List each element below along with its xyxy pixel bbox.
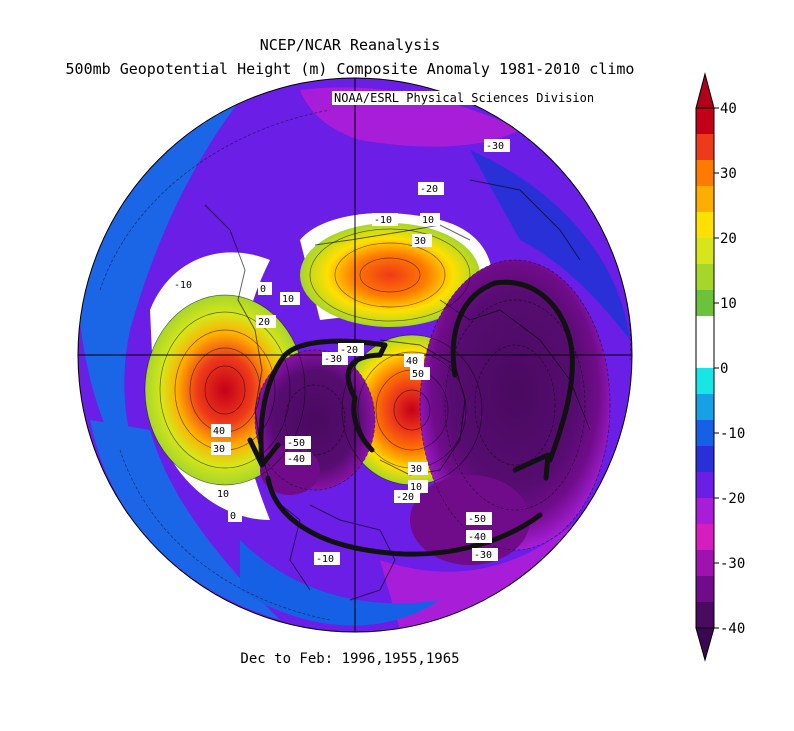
- colorbar: 40 30 20 10 0 -10 -20 -30 -40: [695, 72, 745, 662]
- contour-label: -10: [174, 280, 192, 291]
- colorbar-band: [696, 550, 714, 577]
- colorbar-tick-label: -30: [720, 556, 745, 572]
- colorbar-band: [696, 446, 714, 473]
- contour-label: -50: [468, 514, 486, 525]
- contour-label: 30: [414, 236, 426, 247]
- arrowhead-east-icon: [512, 452, 551, 481]
- colorbar-max-arrow-icon: [695, 72, 715, 109]
- contour-label: 0: [230, 511, 236, 522]
- contour-label: -40: [287, 454, 305, 465]
- arrow-path-west: [258, 338, 388, 465]
- title-line-2: 500mb Geopotential Height (m) Composite …: [65, 60, 635, 78]
- colorbar-band: [696, 498, 714, 525]
- contour-label: -30: [324, 354, 342, 365]
- credit-label: NOAA/ESRL Physical Sciences Division: [332, 91, 597, 105]
- contour-label: 0: [260, 284, 266, 295]
- contour-label: -10: [374, 215, 392, 226]
- contour-label: -20: [396, 492, 414, 503]
- colorbar-tick-label: 10: [720, 296, 737, 312]
- contour-labels: -30 -20 -10 10 30 -10 0 10 20 -20 -30 40…: [172, 139, 510, 565]
- arrowhead-west-icon: [247, 437, 281, 468]
- contour-label: 30: [410, 464, 422, 475]
- contour-label: 30: [213, 444, 225, 455]
- contour-label: 10: [282, 294, 294, 305]
- colorbar-band: [696, 420, 714, 447]
- colorbar-band: [696, 290, 714, 317]
- colorbar-band: [696, 524, 714, 551]
- contour-label: -30: [474, 550, 492, 561]
- colorbar-tick-label: 20: [720, 231, 737, 247]
- arrow-path-south: [265, 475, 543, 557]
- contour-label: -10: [316, 554, 334, 565]
- date-caption: Dec to Feb: 1996,1955,1965: [240, 651, 460, 667]
- colorbar-band: [696, 238, 714, 265]
- colorbar-tick-label: 40: [720, 101, 737, 117]
- colorbar-band: [696, 108, 714, 135]
- colorbar-band: [696, 212, 714, 239]
- colorbar-tick-label: 30: [720, 166, 737, 182]
- colorbar-tick-label: -10: [720, 426, 745, 442]
- contour-label: 40: [406, 356, 418, 367]
- contour-label: -30: [486, 141, 504, 152]
- colorbar-band: [696, 342, 714, 369]
- title-line-1: NCEP/NCAR Reanalysis: [259, 36, 441, 54]
- contour-label: 10: [410, 482, 422, 493]
- flow-arrows: [247, 279, 575, 557]
- colorbar-band: [696, 160, 714, 187]
- colorbar-min-arrow-icon: [695, 627, 715, 662]
- contour-label: 50: [412, 369, 424, 380]
- contour-label: 20: [258, 317, 270, 328]
- colorbar-band: [696, 472, 714, 499]
- contour-label: -20: [420, 184, 438, 195]
- colorbar-band: [696, 134, 714, 161]
- contour-label: -50: [287, 438, 305, 449]
- colorbar-band: [696, 264, 714, 291]
- colorbar-band: [696, 316, 714, 343]
- contour-label: -40: [468, 532, 486, 543]
- contour-label: 40: [213, 426, 225, 437]
- contour-label: 10: [422, 215, 434, 226]
- colorbar-band: [696, 602, 714, 629]
- colorbar-tick-label: 0: [720, 361, 728, 377]
- colorbar-band: [696, 368, 714, 395]
- colorbar-tick-label: -20: [720, 491, 745, 507]
- arrow-path-east: [450, 279, 575, 463]
- colorbar-tick-label: -40: [720, 621, 745, 637]
- contour-label: 10: [217, 489, 229, 500]
- contour-label: -20: [340, 345, 358, 356]
- colorbar-band: [696, 394, 714, 421]
- colorbar-band: [696, 576, 714, 603]
- colorbar-band: [696, 186, 714, 213]
